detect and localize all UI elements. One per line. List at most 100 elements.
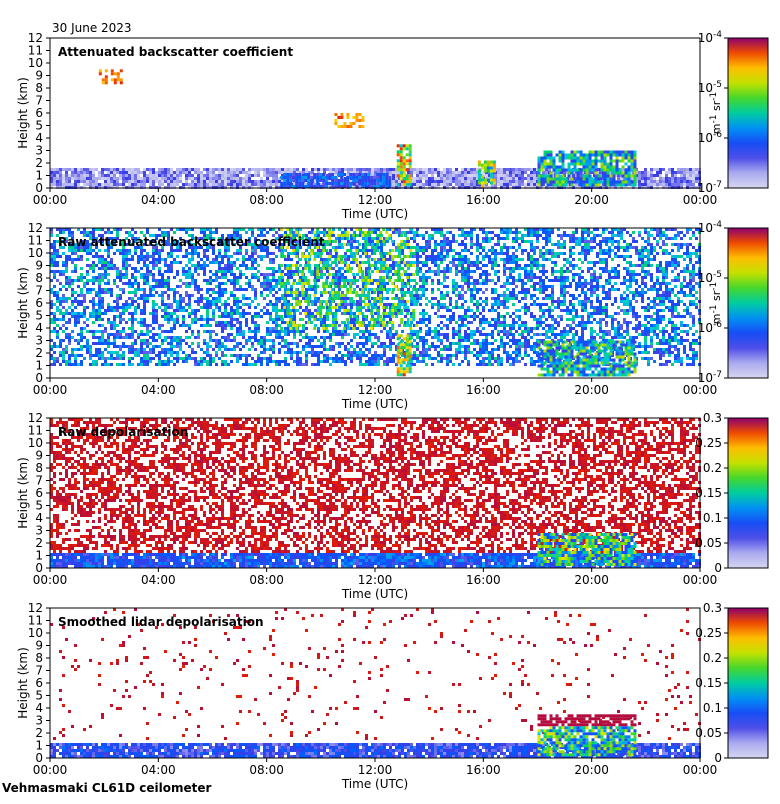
heatmap-cell — [353, 336, 356, 339]
heatmap-cell — [128, 282, 131, 285]
heatmap-cell — [410, 171, 413, 174]
heatmap-cell — [116, 285, 119, 288]
heatmap-cell — [308, 312, 311, 315]
heatmap-cell — [152, 303, 155, 306]
heatmap-cell — [431, 171, 434, 174]
heatmap-cell — [209, 303, 212, 306]
heatmap-cell — [167, 294, 170, 297]
heatmap-cell — [158, 360, 161, 363]
heatmap-cell — [125, 171, 128, 174]
heatmap-cell — [386, 330, 389, 333]
heatmap-cell — [185, 273, 188, 276]
heatmap-cell — [377, 363, 380, 366]
heatmap-cell — [236, 360, 239, 363]
heatmap-cell — [191, 348, 194, 351]
heatmap-cell — [98, 294, 101, 297]
heatmap-cell — [110, 183, 113, 186]
heatmap-cell — [206, 303, 209, 306]
heatmap-cell — [607, 151, 610, 154]
heatmap-cell — [209, 282, 212, 285]
heatmap-cell — [80, 279, 83, 282]
heatmap-cell — [236, 357, 239, 360]
heatmap-cell — [197, 171, 200, 174]
heatmap-cell — [149, 168, 152, 171]
heatmap-cell — [239, 330, 242, 333]
heatmap-cell — [383, 363, 386, 366]
heatmap-cell — [358, 125, 361, 128]
heatmap-cell — [604, 166, 607, 169]
heatmap-cell — [92, 288, 95, 291]
heatmap-cell — [317, 354, 320, 357]
heatmap-cell — [98, 348, 101, 351]
heatmap-cell — [53, 318, 56, 321]
heatmap-cell — [281, 276, 284, 279]
heatmap-cell — [53, 258, 56, 261]
heatmap-cell — [272, 351, 275, 354]
heatmap-cell — [236, 282, 239, 285]
heatmap-cell — [275, 177, 278, 180]
heatmap-cell — [71, 258, 74, 261]
heatmap-cell — [248, 174, 251, 177]
heatmap-cell — [283, 179, 286, 182]
heatmap-cell — [170, 327, 173, 330]
heatmap-cell — [194, 360, 197, 363]
heatmap-cell — [272, 183, 275, 186]
heatmap-cell — [272, 171, 275, 174]
heatmap-cell — [161, 315, 164, 318]
heatmap-cell — [353, 282, 356, 285]
heatmap-cell — [113, 177, 116, 180]
heatmap-cell — [260, 342, 263, 345]
heatmap-cell — [215, 270, 218, 273]
heatmap-cell — [260, 339, 263, 342]
heatmap-cell — [283, 173, 286, 176]
heatmap-cell — [586, 178, 589, 181]
heatmap-cell — [260, 285, 263, 288]
heatmap-cell — [419, 168, 422, 171]
heatmap-cell — [143, 288, 146, 291]
heatmap-cell — [230, 177, 233, 180]
heatmap-cell — [83, 357, 86, 360]
heatmap-cell — [518, 177, 521, 180]
heatmap-cell — [610, 163, 613, 166]
heatmap-cell — [290, 252, 293, 255]
heatmap-cell — [173, 318, 176, 321]
heatmap-cell — [571, 151, 574, 154]
heatmap-cell — [131, 357, 134, 360]
heatmap-cell — [224, 324, 227, 327]
heatmap-cell — [98, 183, 101, 186]
heatmap-cell — [356, 354, 359, 357]
heatmap-cell — [323, 261, 326, 264]
heatmap-cell — [134, 231, 137, 234]
heatmap-cell — [86, 291, 89, 294]
heatmap-cell — [125, 306, 128, 309]
heatmap-cell — [260, 336, 263, 339]
heatmap-cell — [538, 172, 541, 175]
heatmap-cell — [137, 288, 140, 291]
heatmap-cell — [98, 357, 101, 360]
heatmap-cell — [644, 177, 647, 180]
heatmap-cell — [493, 161, 496, 164]
heatmap-cell — [269, 360, 272, 363]
heatmap-cell — [59, 363, 62, 366]
heatmap-cell — [92, 261, 95, 264]
heatmap-cell — [446, 177, 449, 180]
heatmap-cell — [335, 282, 338, 285]
heatmap-cell — [176, 318, 179, 321]
heatmap-cell — [215, 324, 218, 327]
heatmap-cell — [80, 333, 83, 336]
heatmap-cell — [592, 160, 595, 163]
heatmap-cell — [149, 312, 152, 315]
heatmap-cell — [122, 255, 125, 258]
heatmap-cell — [344, 297, 347, 300]
heatmap-cell — [92, 270, 95, 273]
heatmap-cell — [134, 174, 137, 177]
heatmap-cell — [595, 160, 598, 163]
y-tick-label: 9 — [35, 69, 43, 83]
heatmap-cell — [128, 177, 131, 180]
heatmap-cell — [161, 231, 164, 234]
heatmap-cell — [446, 180, 449, 183]
heatmap-cell — [185, 255, 188, 258]
heatmap-cell — [161, 309, 164, 312]
heatmap-cell — [347, 279, 350, 282]
heatmap-cell — [382, 179, 385, 182]
